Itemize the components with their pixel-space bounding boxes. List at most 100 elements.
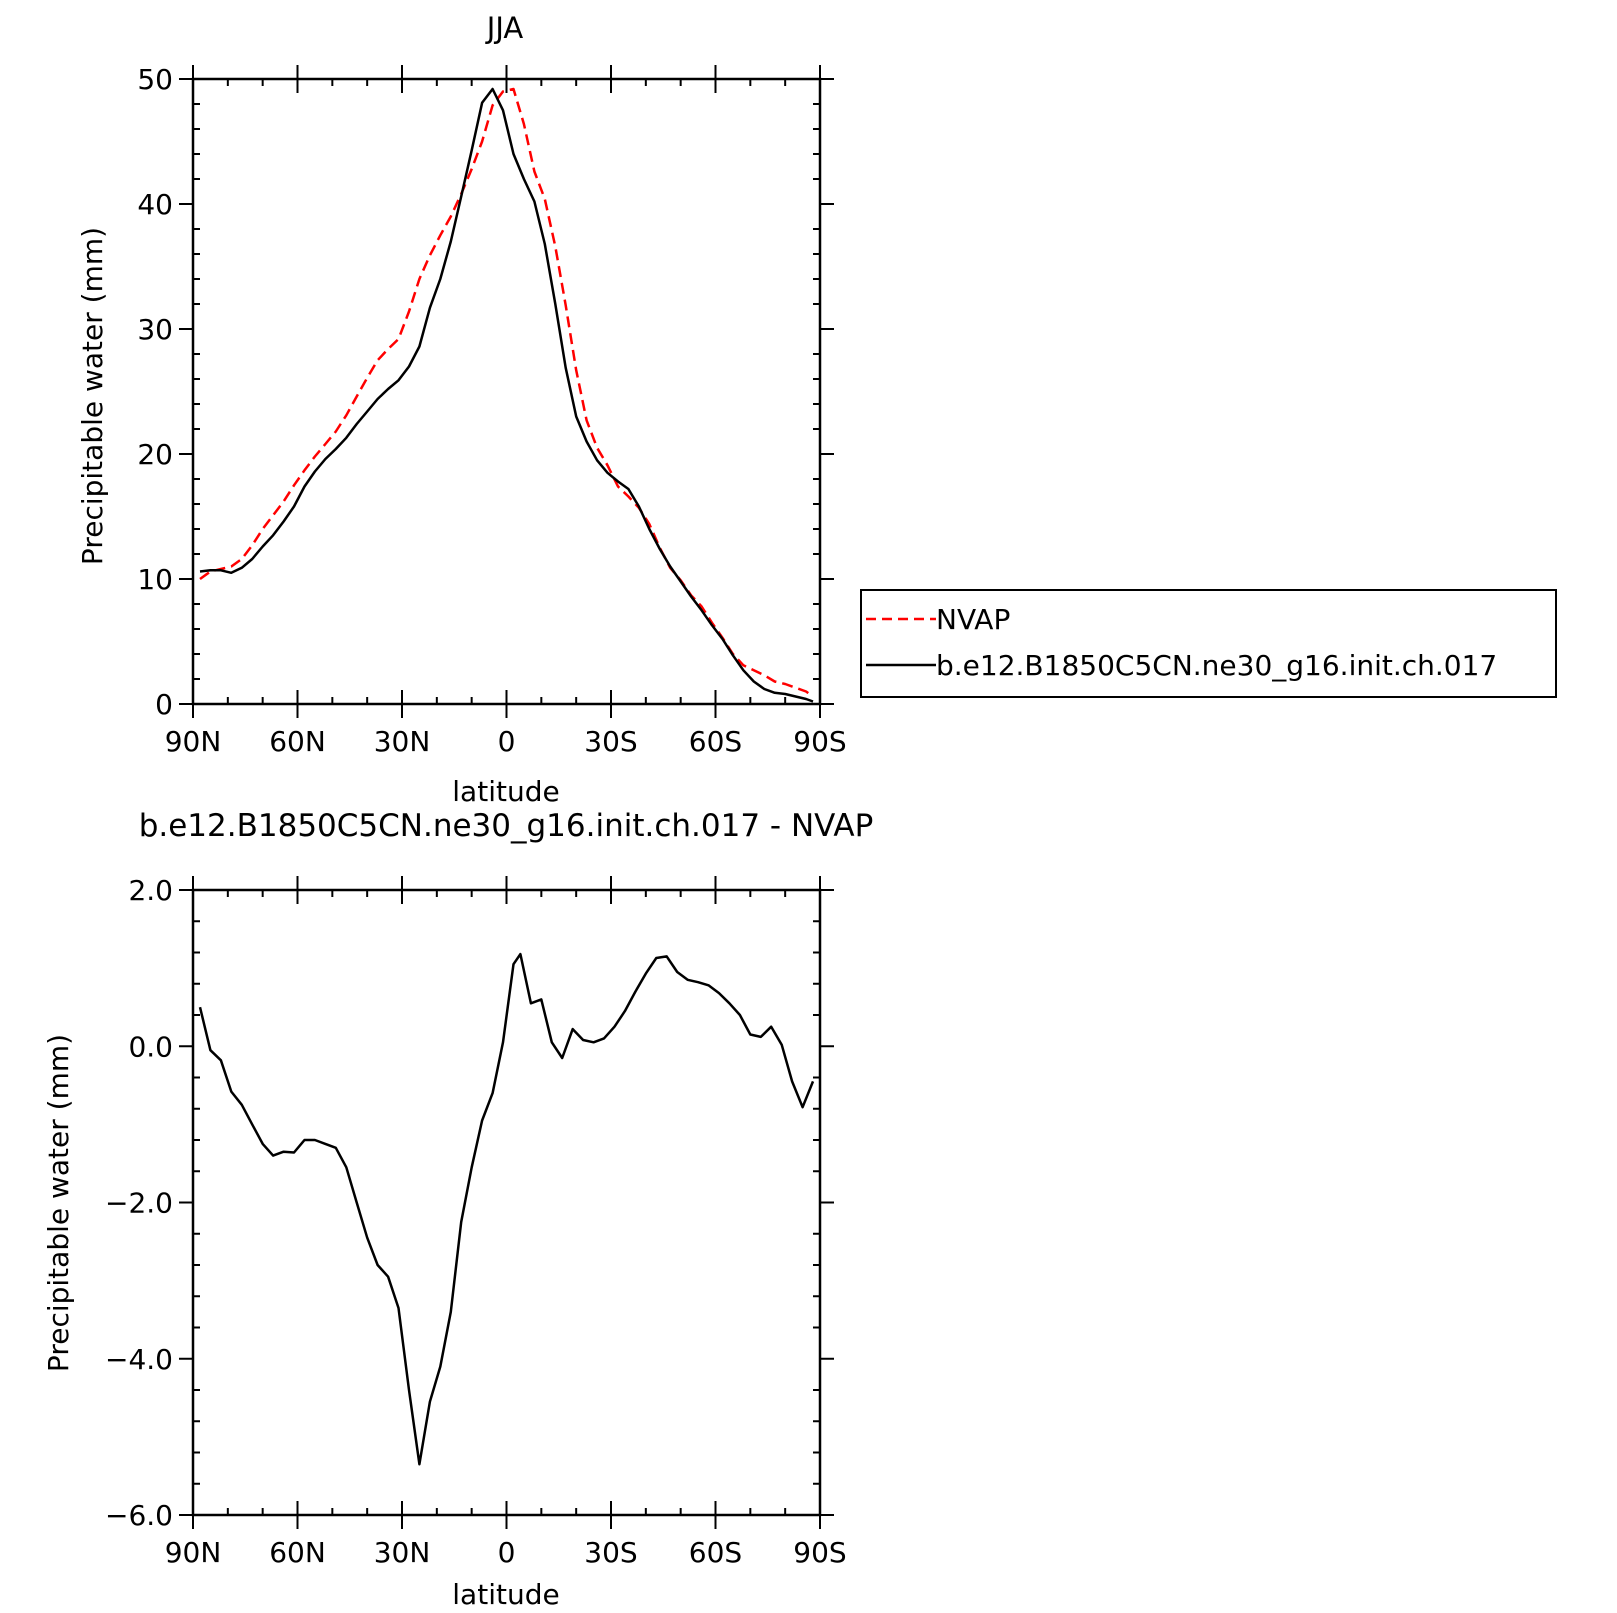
top-series-1-point xyxy=(397,379,399,381)
bottom-series-0-point xyxy=(491,1092,493,1094)
bottom-series-0-point xyxy=(418,1463,420,1465)
bottom-x-tick-label: 0 xyxy=(498,1536,516,1569)
bottom-series-0-point xyxy=(408,1389,410,1391)
top-series-1-point xyxy=(335,448,337,450)
top-series-1-point xyxy=(617,480,619,482)
bottom-series-0-point xyxy=(728,1002,730,1004)
top-series-0-point xyxy=(794,687,796,689)
bottom-series-0-point xyxy=(707,984,709,986)
top-series-1-point xyxy=(251,558,253,560)
top-series-1-point xyxy=(502,109,504,111)
top-series-1-point xyxy=(700,609,702,611)
bottom-series-0-point xyxy=(293,1151,295,1153)
bottom-series-0-point xyxy=(230,1090,232,1092)
top-series-1-point xyxy=(429,307,431,309)
bottom-series-0-point xyxy=(666,955,668,957)
top-x-tick-label: 90S xyxy=(793,725,846,758)
top-series-1-point xyxy=(220,569,222,571)
bottom-series-0-point xyxy=(251,1123,253,1125)
top-series-0-point xyxy=(241,558,243,560)
top-series-1-point xyxy=(554,303,556,305)
top-series-1-point xyxy=(471,149,473,151)
top-series-1-point xyxy=(376,398,378,400)
top-series-1-point xyxy=(199,570,201,572)
top-series-0-point xyxy=(314,455,316,457)
top-series-1-point xyxy=(711,624,713,626)
bottom-y-tick-label: 2.0 xyxy=(128,874,173,907)
top-series-1-point xyxy=(669,565,671,567)
bottom-series-0-point xyxy=(686,979,688,981)
bottom-series-line-0 xyxy=(198,952,815,1466)
top-series-1-point xyxy=(812,700,814,702)
bottom-series-0-point xyxy=(749,1033,751,1035)
top-x-tick-label: 90N xyxy=(165,725,222,758)
top-series-0-point xyxy=(617,485,619,487)
top-series-0-point xyxy=(502,90,504,92)
bottom-series-0-point xyxy=(387,1276,389,1278)
bottom-series-0-point xyxy=(512,963,514,965)
bottom-series-0-point xyxy=(551,1041,553,1043)
top-series-1-point xyxy=(794,695,796,697)
top-x-tick-label: 30S xyxy=(584,725,637,758)
bottom-series-0-point xyxy=(303,1139,305,1141)
top-series-0-point xyxy=(230,565,232,567)
top-series-0-point xyxy=(805,690,807,692)
top-plot-area: 90N 60N 30N 0 30S 60S 90S 0 10 20 30 40 50 xyxy=(137,63,846,758)
top-series-1-point xyxy=(387,388,389,390)
top-series-1-point xyxy=(627,488,629,490)
legend: NVAP b.e12.B1850C5CN.ne30_g16.init.ch.01… xyxy=(860,589,1557,698)
bottom-series-0-point xyxy=(272,1154,274,1156)
top-series-1-point xyxy=(418,345,420,347)
top-series-1-point xyxy=(282,520,284,522)
top-series-1-point xyxy=(345,437,347,439)
legend-label-model: b.e12.B1850C5CN.ne30_g16.init.ch.017 xyxy=(936,649,1497,682)
top-series-1-point xyxy=(293,505,295,507)
top-series-0-point xyxy=(376,359,378,361)
top-series-0-point xyxy=(533,170,535,172)
top-series-1-point xyxy=(314,470,316,472)
bottom-series-0-point xyxy=(739,1014,741,1016)
top-series-1-point xyxy=(784,693,786,695)
top-series-0-point xyxy=(753,669,755,671)
top-series-0-point xyxy=(471,168,473,170)
top-series-0-point xyxy=(199,578,201,580)
bottom-plot-area: 90N 60N 30N 0 30S 60S 90S −6.0 −4.0 −2.0 0.0 2.0 xyxy=(105,874,847,1569)
bottom-series-0-point xyxy=(502,1041,504,1043)
top-series-0-point xyxy=(491,104,493,106)
top-x-tick-label: 30N xyxy=(374,725,431,758)
top-series-1-point xyxy=(356,423,358,425)
top-series-0-point xyxy=(335,430,337,432)
top-series-1-point xyxy=(491,88,493,90)
bottom-series-0-point xyxy=(429,1401,431,1403)
top-series-1-point xyxy=(690,595,692,597)
bottom-series-0-point xyxy=(603,1037,605,1039)
top-y-axis-label: Precipitable water (mm) xyxy=(76,227,109,565)
bottom-series-0-point xyxy=(314,1139,316,1141)
bottom-y-tick-label: 0.0 xyxy=(128,1030,173,1063)
bottom-series-0-point xyxy=(718,992,720,994)
bottom-series-0-point xyxy=(530,1002,532,1004)
top-series-0-point xyxy=(251,544,253,546)
top-series-line-1 xyxy=(199,87,814,703)
bottom-series-0-point xyxy=(209,1049,211,1051)
top-series-1-point xyxy=(575,415,577,417)
top-series-1-point xyxy=(721,638,723,640)
top-series-1-point xyxy=(763,688,765,690)
legend-box xyxy=(860,589,1557,698)
top-series-1-point xyxy=(303,485,305,487)
bottom-series-0-point xyxy=(460,1221,462,1223)
top-series-0-point xyxy=(812,695,814,697)
bottom-series-0-point xyxy=(519,953,521,955)
top-x-tick-label: 60N xyxy=(269,725,326,758)
top-series-1-point xyxy=(774,692,776,694)
top-series-0-point xyxy=(366,377,368,379)
top-series-1-point xyxy=(805,698,807,700)
top-y-tick-label: 20 xyxy=(137,438,173,471)
top-series-1-point xyxy=(262,545,264,547)
top-series-1-point xyxy=(544,243,546,245)
top-y-tick-label: 30 xyxy=(137,313,173,346)
top-series-1-point xyxy=(585,440,587,442)
bottom-x-axis-label: latitude xyxy=(452,1578,559,1611)
bottom-series-0-point xyxy=(655,957,657,959)
top-series-0-point xyxy=(575,369,577,371)
